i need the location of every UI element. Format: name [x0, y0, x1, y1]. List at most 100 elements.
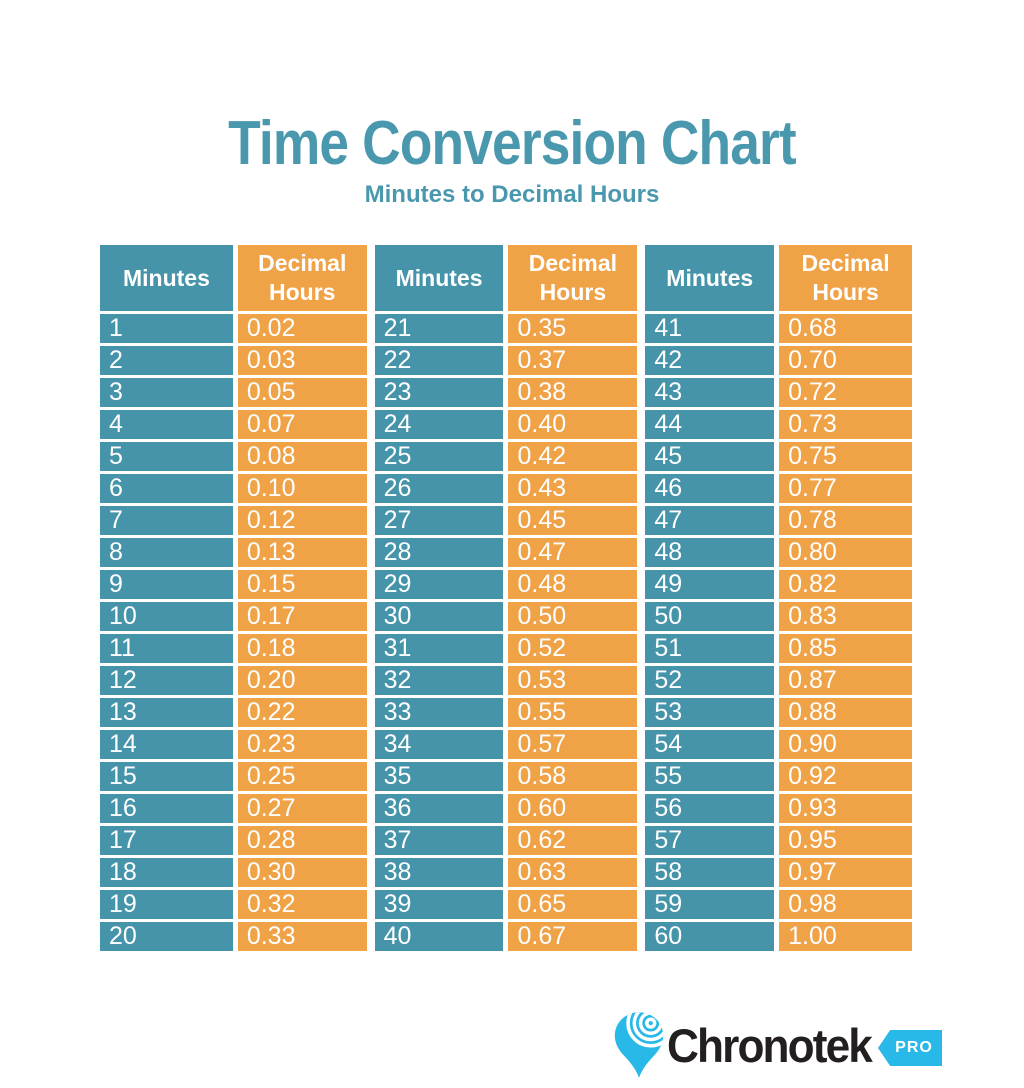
chronotek-logo: Chronotek PRO	[614, 1008, 942, 1082]
column-header-minutes: Minutes	[366, 245, 506, 313]
decimal-hours-cell: 0.75	[774, 439, 912, 473]
table-body: 1 0.02 21 0.35 41 0.68 2 0.03 22 0.37 42 0.70 3 0.05 2…	[100, 311, 912, 951]
decimal-hours-cell: 0.97	[774, 855, 912, 889]
minutes-cell: 48	[637, 535, 777, 569]
minutes-cell: 7	[100, 503, 236, 537]
table-row: 18 0.30 38 0.63 58 0.97	[100, 855, 912, 889]
minutes-cell: 30	[366, 599, 506, 633]
minutes-cell: 54	[637, 727, 777, 761]
minutes-cell: 35	[366, 759, 506, 793]
table-row: 3 0.05 23 0.38 43 0.72	[100, 375, 912, 409]
table-row: 12 0.20 32 0.53 52 0.87	[100, 663, 912, 697]
decimal-hours-cell: 0.03	[232, 343, 371, 377]
table-row: 6 0.10 26 0.43 46 0.77	[100, 471, 912, 505]
decimal-hours-cell: 0.15	[232, 567, 371, 601]
decimal-hours-cell: 0.68	[774, 311, 912, 345]
decimal-hours-cell: 0.42	[503, 439, 642, 473]
page-title: Time Conversion Chart	[228, 109, 796, 178]
table-row: 10 0.17 30 0.50 50 0.83	[100, 599, 912, 633]
decimal-hours-cell: 0.07	[232, 407, 371, 441]
table-row: 4 0.07 24 0.40 44 0.73	[100, 407, 912, 441]
decimal-hours-cell: 0.63	[503, 855, 642, 889]
column-header-decimal-hours: Decimal Hours	[503, 245, 642, 313]
decimal-hours-cell: 0.40	[503, 407, 642, 441]
column-header-decimal-hours: Decimal Hours	[232, 245, 371, 313]
decimal-hours-cell: 0.20	[232, 663, 371, 697]
minutes-cell: 29	[366, 567, 506, 601]
minutes-cell: 34	[366, 727, 506, 761]
decimal-hours-cell: 0.05	[232, 375, 371, 409]
decimal-hours-cell: 0.65	[503, 887, 642, 921]
minutes-cell: 5	[100, 439, 236, 473]
decimal-hours-cell: 0.55	[503, 695, 642, 729]
decimal-hours-cell: 0.92	[774, 759, 912, 793]
minutes-cell: 56	[637, 791, 777, 825]
minutes-cell: 39	[366, 887, 506, 921]
minutes-cell: 42	[637, 343, 777, 377]
decimal-hours-cell: 0.25	[232, 759, 371, 793]
pro-badge: PRO	[878, 1030, 942, 1066]
decimal-hours-cell: 0.28	[232, 823, 371, 857]
minutes-cell: 28	[366, 535, 506, 569]
minutes-cell: 27	[366, 503, 506, 537]
minutes-cell: 59	[637, 887, 777, 921]
decimal-hours-cell: 0.90	[774, 727, 912, 761]
minutes-cell: 22	[366, 343, 506, 377]
minutes-cell: 36	[366, 791, 506, 825]
minutes-cell: 19	[100, 887, 236, 921]
conversion-table: Minutes Decimal Hours Minutes Decimal Ho…	[100, 245, 912, 951]
decimal-hours-cell: 0.50	[503, 599, 642, 633]
decimal-hours-cell: 0.45	[503, 503, 642, 537]
minutes-cell: 38	[366, 855, 506, 889]
minutes-cell: 53	[637, 695, 777, 729]
logo-wordmark: Chronotek	[667, 1018, 873, 1072]
minutes-cell: 8	[100, 535, 236, 569]
table-row: 2 0.03 22 0.37 42 0.70	[100, 343, 912, 377]
minutes-cell: 51	[637, 631, 777, 665]
minutes-cell: 46	[637, 471, 777, 505]
minutes-cell: 23	[366, 375, 506, 409]
minutes-cell: 57	[637, 823, 777, 857]
table-row: 9 0.15 29 0.48 49 0.82	[100, 567, 912, 601]
decimal-hours-cell: 0.88	[774, 695, 912, 729]
pro-badge-label: PRO	[895, 1039, 933, 1056]
table-row: 11 0.18 31 0.52 51 0.85	[100, 631, 912, 665]
decimal-hours-cell: 0.02	[232, 311, 371, 345]
decimal-hours-cell: 0.10	[232, 471, 371, 505]
minutes-cell: 10	[100, 599, 236, 633]
decimal-hours-cell: 0.35	[503, 311, 642, 345]
minutes-cell: 13	[100, 695, 236, 729]
minutes-cell: 6	[100, 471, 236, 505]
decimal-hours-cell: 0.95	[774, 823, 912, 857]
minutes-cell: 21	[366, 311, 506, 345]
minutes-cell: 33	[366, 695, 506, 729]
minutes-cell: 9	[100, 567, 236, 601]
minutes-cell: 44	[637, 407, 777, 441]
decimal-hours-cell: 0.83	[774, 599, 912, 633]
table-row: 17 0.28 37 0.62 57 0.95	[100, 823, 912, 857]
minutes-cell: 47	[637, 503, 777, 537]
minutes-cell: 45	[637, 439, 777, 473]
decimal-hours-cell: 0.78	[774, 503, 912, 537]
decimal-hours-cell: 0.93	[774, 791, 912, 825]
decimal-hours-cell: 0.30	[232, 855, 371, 889]
minutes-cell: 14	[100, 727, 236, 761]
minutes-cell: 11	[100, 631, 236, 665]
decimal-hours-cell: 0.87	[774, 663, 912, 697]
minutes-cell: 41	[637, 311, 777, 345]
table-row: 19 0.32 39 0.65 59 0.98	[100, 887, 912, 921]
decimal-hours-cell: 0.82	[774, 567, 912, 601]
table-row: 5 0.08 25 0.42 45 0.75	[100, 439, 912, 473]
table-row: 7 0.12 27 0.45 47 0.78	[100, 503, 912, 537]
minutes-cell: 2	[100, 343, 236, 377]
minutes-cell: 60	[637, 919, 777, 951]
table-row: 15 0.25 35 0.58 55 0.92	[100, 759, 912, 793]
decimal-hours-cell: 0.52	[503, 631, 642, 665]
table-row: 14 0.23 34 0.57 54 0.90	[100, 727, 912, 761]
minutes-cell: 1	[100, 311, 236, 345]
column-header-minutes: Minutes	[100, 245, 236, 313]
decimal-hours-cell: 0.72	[774, 375, 912, 409]
decimal-hours-cell: 0.58	[503, 759, 642, 793]
decimal-hours-cell: 0.18	[232, 631, 371, 665]
minutes-cell: 16	[100, 791, 236, 825]
